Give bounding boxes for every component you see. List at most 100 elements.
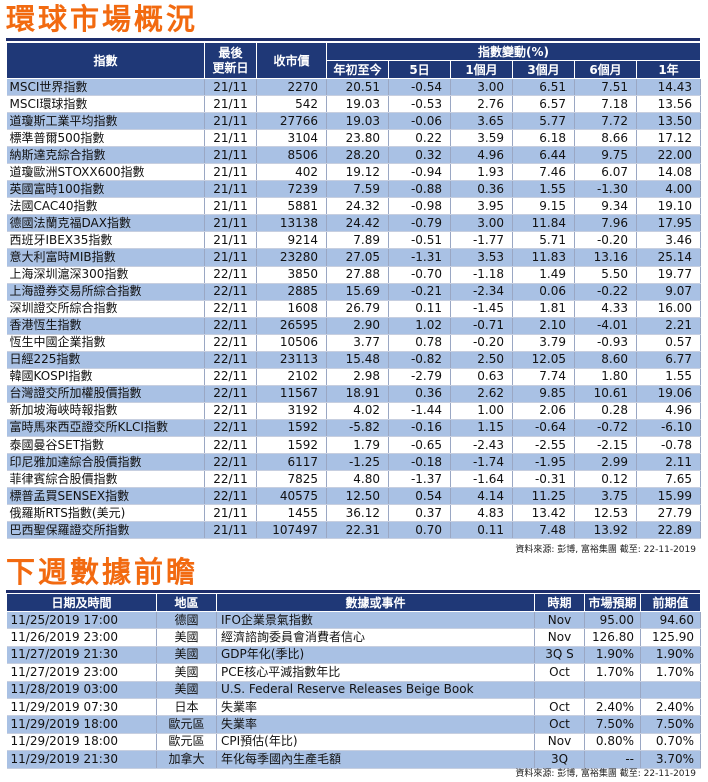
index-name: 俄羅斯RTS指數(美元): [6, 504, 205, 523]
1y-change: 14.08: [636, 163, 701, 182]
5d-change: -0.79: [388, 214, 451, 233]
event-previous: 125.90: [640, 628, 701, 647]
last-update: 22/11: [204, 368, 257, 386]
event-region: 美國: [156, 681, 217, 699]
1y-change: 13.50: [636, 112, 701, 131]
close-price: 23280: [256, 248, 327, 267]
table-row: 香港恆生指數 22/11 26595 2.90 1.02 -0.71 2.10 -4.01 2.…: [6, 317, 701, 335]
close-price: 13138: [256, 214, 327, 233]
close-price: 542: [256, 95, 327, 114]
last-update: 22/11: [204, 419, 257, 437]
header-last-update: 最後 更新日: [204, 42, 257, 79]
5d-change: -0.18: [388, 453, 451, 472]
index-name: 德國法蘭克福DAX指數: [6, 214, 205, 233]
event-period: Oct: [534, 715, 585, 734]
1y-change: 2.21: [636, 317, 701, 335]
event-datetime: 11/29/2019 18:00: [6, 733, 157, 752]
3m-change: 1.49: [512, 266, 575, 284]
ytd-change: 2.90: [326, 317, 389, 335]
1y-change: 22.89: [636, 521, 701, 540]
ytd-change: 36.12: [326, 504, 389, 523]
table-row: 11/28/2019 03:00 美國 U.S. Federal Reserve R…: [6, 681, 701, 699]
1m-change: -1.74: [450, 453, 513, 472]
index-name: 巴西聖保羅證交所指數: [6, 521, 205, 540]
1y-change: 19.77: [636, 266, 701, 284]
last-update: 21/11: [204, 146, 257, 165]
1y-change: 7.65: [636, 470, 701, 489]
event-datetime: 11/29/2019 07:30: [6, 698, 157, 717]
header-period: 年初至今: [326, 60, 389, 79]
last-update: 22/11: [204, 402, 257, 420]
1m-change: 1.93: [450, 163, 513, 182]
1m-change: -0.71: [450, 317, 513, 335]
table-row: 標普孟買SENSEX指數 22/11 40575 12.50 0.54 4.14 11.25…: [6, 487, 701, 506]
event-datetime: 11/28/2019 03:00: [6, 681, 157, 699]
1m-change: -2.43: [450, 436, 513, 455]
6m-change: 9.34: [574, 197, 637, 216]
3m-change: 9.85: [512, 385, 575, 403]
1m-change: 0.63: [450, 368, 513, 386]
event-name: IFO企業景氣指數: [216, 611, 535, 630]
market-table: 指數 最後 更新日 收市價 指數變動(%) 年初至今 5日 1個月 3個月 6個月 1年 …: [6, 42, 701, 540]
6m-change: 1.80: [574, 368, 637, 386]
1m-change: 4.83: [450, 504, 513, 523]
ytd-change: 4.80: [326, 470, 389, 489]
event-region: 美國: [156, 628, 217, 647]
header-change-group: 指數變動(%): [326, 42, 701, 61]
event-datetime: 11/26/2019 23:00: [6, 628, 157, 647]
index-name: 標普孟買SENSEX指數: [6, 487, 205, 506]
event-forecast: 95.00: [584, 611, 641, 630]
table-row: 上海證券交易所綜合指數 22/11 2885 15.69 -0.21 -2.34 0.06-…: [6, 283, 701, 301]
last-update: 22/11: [204, 266, 257, 284]
event-region: 加拿大: [156, 750, 217, 769]
1m-change: 3.53: [450, 248, 513, 267]
table-row: MSCI世界指數 21/11 2270 20.51 -0.54 3.00 6.51 7.51 1…: [6, 78, 701, 97]
ytd-change: 7.89: [326, 231, 389, 250]
5d-change: 0.78: [388, 334, 451, 352]
1m-change: -1.64: [450, 470, 513, 489]
1m-change: 3.00: [450, 78, 513, 97]
index-name: 上海證券交易所綜合指數: [6, 283, 205, 301]
6m-change: -0.72: [574, 419, 637, 437]
1y-change: 4.96: [636, 402, 701, 420]
1y-change: 0.57: [636, 334, 701, 352]
index-name: 法國CAC40指數: [6, 197, 205, 216]
6m-change: 13.92: [574, 521, 637, 540]
close-price: 107497: [256, 521, 327, 540]
index-name: 納斯達克綜合指數: [6, 146, 205, 165]
event-period: 3Q: [534, 750, 585, 769]
last-update: 21/11: [204, 95, 257, 114]
3m-change: 6.51: [512, 78, 575, 97]
event-period: Oct: [534, 698, 585, 717]
1m-change: -0.20: [450, 334, 513, 352]
ytd-change: 18.91: [326, 385, 389, 403]
table-row: 道瓊歐洲STOXX600指數 21/11 402 19.12 -0.94 1.93 7.46…: [6, 163, 701, 182]
1m-change: -1.18: [450, 266, 513, 284]
close-price: 2885: [256, 283, 327, 301]
event-region: 歐元區: [156, 715, 217, 734]
1y-change: 16.00: [636, 300, 701, 318]
event-region: 日本: [156, 698, 217, 717]
6m-change: 8.66: [574, 129, 637, 148]
1m-change: 3.00: [450, 214, 513, 233]
index-name: 恆生中國企業指數: [6, 334, 205, 352]
6m-change: 4.33: [574, 300, 637, 318]
ytd-change: 1.79: [326, 436, 389, 455]
event-forecast: --: [584, 750, 641, 769]
header-region: 地區: [156, 593, 217, 612]
3m-change: -0.64: [512, 419, 575, 437]
table-row: 11/27/2019 23:00 美國 PCE核心平減指數年比 Oct 1.70% 1.7…: [6, 663, 701, 682]
close-price: 3192: [256, 402, 327, 420]
event-previous: [640, 681, 701, 699]
1m-change: 3.65: [450, 112, 513, 131]
close-price: 7239: [256, 180, 327, 199]
3m-change: 5.71: [512, 231, 575, 250]
1y-change: 15.99: [636, 487, 701, 506]
3m-change: 7.74: [512, 368, 575, 386]
last-update: 22/11: [204, 283, 257, 301]
5d-change: -0.82: [388, 351, 451, 369]
calendar-table: 日期及時間 地區 數據或事件 時期 市場預期 前期值 11/25/2019 17:00 德國…: [6, 593, 701, 769]
6m-change: 6.07: [574, 163, 637, 182]
close-price: 27766: [256, 112, 327, 131]
3m-change: 2.06: [512, 402, 575, 420]
